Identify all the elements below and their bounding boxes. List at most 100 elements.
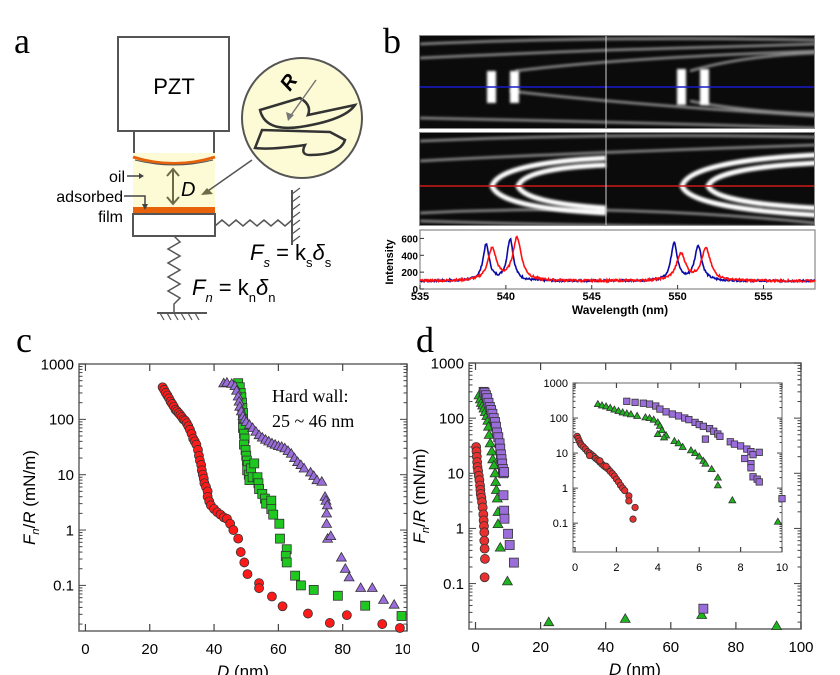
data-point-green-triangles xyxy=(696,609,708,619)
data-point-green-triangles xyxy=(659,433,669,441)
xtick-label: 100 xyxy=(788,639,813,656)
data-point-green-triangles xyxy=(728,495,737,504)
spectrum-ylabel: Intensity xyxy=(384,239,396,285)
panel-a-schematic: PZT D oil adsorbed film R xyxy=(56,36,363,321)
adsorbed-label: adsorbed xyxy=(56,189,123,206)
data-point-green-triangles xyxy=(670,436,679,445)
data-point-purple-triangles xyxy=(366,582,378,592)
data-point-green-triangles xyxy=(488,459,500,470)
data-point-green-triangles xyxy=(695,452,704,460)
xtick-label: 80 xyxy=(728,639,745,656)
ytick-label: 0.1 xyxy=(443,576,464,593)
data-point-green-squares xyxy=(281,557,292,568)
data-point-green-triangles xyxy=(614,406,623,414)
data-point-purple-squares xyxy=(509,557,519,568)
data-point-red-circles xyxy=(479,527,490,538)
data-point-red-circles xyxy=(585,451,594,460)
feco-images xyxy=(419,35,815,226)
chart-c: 0 20 40 60 80 100 0.1 1 10 100 1000 D (nm) Fn/R (mN/… xyxy=(20,356,410,675)
pzt-label: PZT xyxy=(153,74,195,99)
data-point-purple-squares xyxy=(749,451,757,459)
pzt-block xyxy=(117,36,230,132)
hard-wall-annotation-line1: Hard wall: xyxy=(272,386,348,406)
spectrum-xtick-label: 555 xyxy=(754,291,772,303)
data-point-purple-squares xyxy=(498,490,509,501)
data-point-green-triangles xyxy=(484,437,496,448)
data-point-red-circles xyxy=(254,583,264,594)
data-point-red-circles xyxy=(239,557,250,568)
data-point-green-squares xyxy=(249,458,260,469)
data-point-green-triangles xyxy=(649,415,658,423)
ytick-label: 100 xyxy=(439,410,464,427)
panel-letter-b: b xyxy=(383,21,401,61)
data-point-green-squares xyxy=(295,580,306,591)
feco-fringes-top xyxy=(420,36,814,128)
ytick-label: 1 xyxy=(562,483,568,495)
xtick-label: 0 xyxy=(572,562,578,574)
x-axis-label: D (nm) xyxy=(217,662,269,675)
data-point-green-triangles xyxy=(601,402,611,410)
ytick-label: 100 xyxy=(49,412,74,429)
data-point-purple-squares xyxy=(685,416,693,424)
data-point-green-triangles xyxy=(713,481,723,489)
xtick-label: 8 xyxy=(738,562,744,574)
xtick-label: 20 xyxy=(532,639,549,656)
normal-spring xyxy=(166,235,182,313)
data-point-green-triangles xyxy=(678,442,687,450)
data-point-green-triangles xyxy=(653,429,663,437)
data-point-purple-squares xyxy=(668,410,676,418)
xtick-label: 40 xyxy=(597,639,614,656)
upper-film xyxy=(132,155,216,165)
shear-force-equation: Fs = ksδs xyxy=(250,240,332,270)
xtick-label: 4 xyxy=(655,562,661,574)
data-point-purple-squares xyxy=(645,400,654,408)
data-point-red-circles xyxy=(242,569,253,579)
data-point-purple-triangles xyxy=(316,475,328,486)
xtick-label: 2 xyxy=(613,562,619,574)
data-point-red-circles xyxy=(303,608,313,619)
data-point-green-triangles xyxy=(690,448,700,457)
data-point-green-triangles xyxy=(713,473,723,481)
ytick-label: 1 xyxy=(66,522,74,539)
data-point-red-circles xyxy=(480,554,490,564)
data-point-green-triangles xyxy=(770,620,783,631)
xtick-label: 60 xyxy=(270,641,287,658)
data-point-green-triangles xyxy=(707,464,716,473)
data-point-green-triangles xyxy=(483,428,495,439)
spectrum-ytick-label: 0 xyxy=(412,285,418,296)
xtick-label: 100 xyxy=(394,641,410,658)
panel-letter-d: d xyxy=(416,320,434,360)
data-point-green-triangles xyxy=(686,445,696,454)
data-point-red-circles xyxy=(277,601,288,612)
data-point-purple-squares xyxy=(755,478,763,486)
ytick-label: 0.1 xyxy=(553,518,568,530)
data-point-purple-squares xyxy=(699,422,707,430)
feco-fringes-bottom xyxy=(420,133,814,225)
data-point-green-triangles xyxy=(701,459,710,467)
data-point-red-circles xyxy=(631,503,639,512)
data-point-purple-squares xyxy=(499,505,510,516)
spectrum-ytick-label: 400 xyxy=(401,251,418,262)
data-point-purple-squares xyxy=(755,448,763,456)
spectrum-xtick-label: 550 xyxy=(668,291,686,303)
spectrum-xtick-label: 540 xyxy=(497,291,515,303)
data-point-green-triangles xyxy=(619,613,631,623)
xtick-label: 60 xyxy=(662,639,679,656)
data-point-green-triangles xyxy=(489,467,501,478)
data-point-green-triangles xyxy=(606,403,615,411)
data-point-green-triangles xyxy=(674,438,683,447)
xtick-label: 20 xyxy=(141,641,158,658)
xtick-label: 80 xyxy=(334,641,351,658)
spectrum-line-red xyxy=(419,235,816,284)
xtick-label: 0 xyxy=(81,641,89,658)
data-point-green-triangles xyxy=(632,411,642,419)
data-point-purple-squares xyxy=(499,467,510,478)
y-axis-label: Fn/R (mN/m) xyxy=(20,450,42,545)
shear-spring xyxy=(214,219,293,227)
data-point-red-circles xyxy=(341,610,352,621)
ytick-label: 10 xyxy=(447,466,464,483)
panel-letter-a: a xyxy=(14,21,30,61)
xtick-label: 40 xyxy=(206,641,223,658)
spectrum-xtick-label: 545 xyxy=(583,291,601,303)
ytick-label: 1 xyxy=(456,521,464,538)
